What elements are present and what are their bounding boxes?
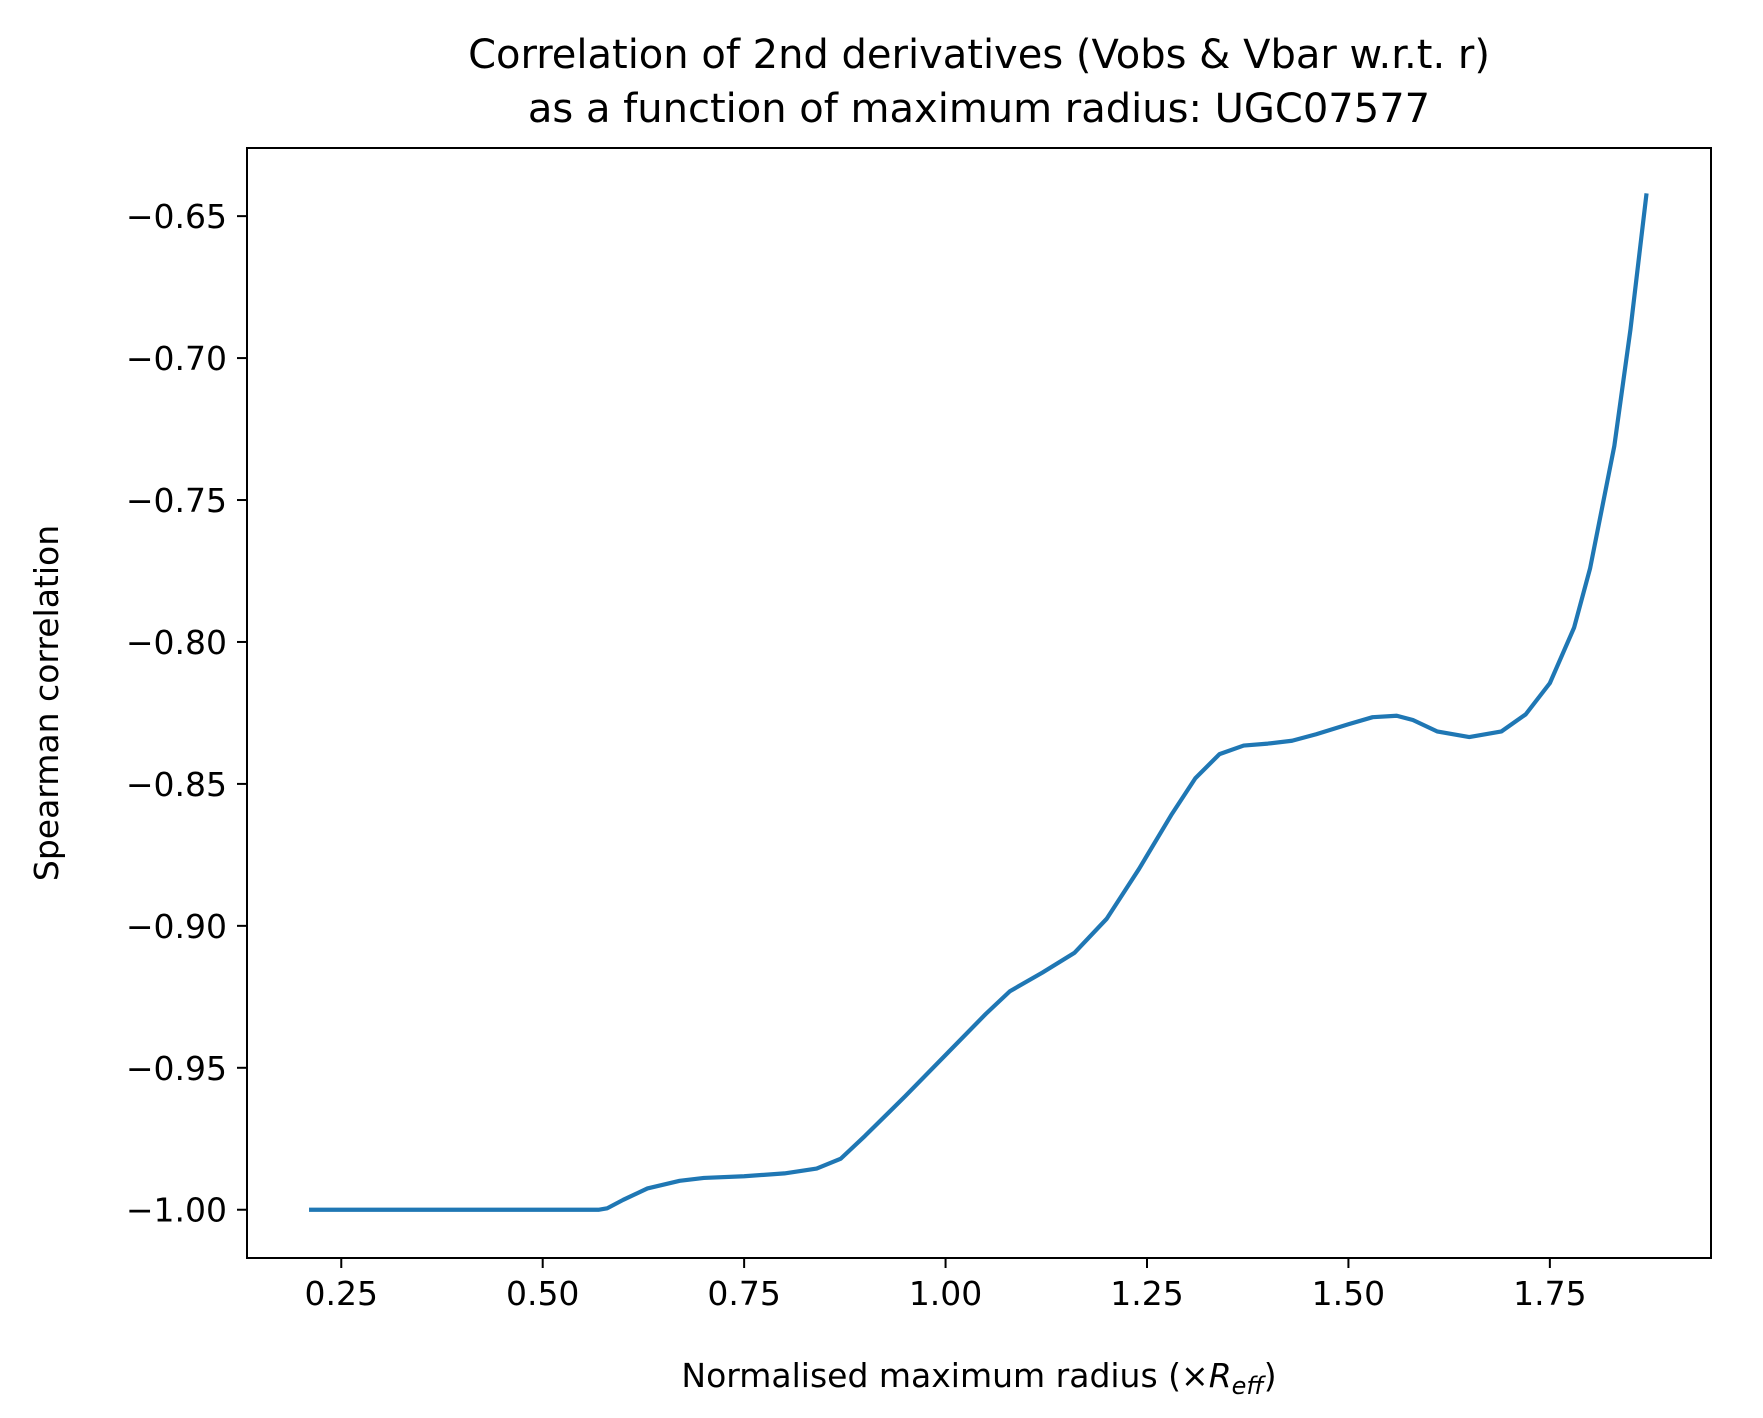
x-tick-label: 1.75 bbox=[1513, 1274, 1586, 1313]
y-tick-label: −1.00 bbox=[126, 1191, 227, 1230]
x-axis: 0.25 0.50 0.75 1.00 1.25 1.50 1.75 bbox=[305, 1258, 1587, 1313]
y-axis-label: Spearman correlation bbox=[27, 525, 66, 881]
series-line bbox=[309, 193, 1649, 1212]
y-tick-label: −0.75 bbox=[126, 481, 227, 520]
x-axis-label: Normalised maximum radius (×Reff) bbox=[681, 1356, 1276, 1400]
plot-area bbox=[246, 147, 1712, 1259]
x-tick-label: 1.50 bbox=[1312, 1274, 1385, 1313]
x-axis-label-subscript: eff bbox=[1232, 1372, 1267, 1400]
x-axis-label-main: Normalised maximum radius (× bbox=[681, 1356, 1208, 1395]
x-tick-label: 0.75 bbox=[707, 1274, 780, 1313]
x-tick-label: 1.00 bbox=[909, 1274, 982, 1313]
y-tick-label: −0.90 bbox=[126, 907, 227, 946]
y-tick-label: −0.95 bbox=[126, 1049, 227, 1088]
plot-frame bbox=[246, 147, 1712, 1259]
chart-title-line-1: Correlation of 2nd derivatives (Vobs & V… bbox=[468, 32, 1490, 78]
x-axis-label-symbol: R bbox=[1209, 1356, 1232, 1395]
y-tick-label: −0.70 bbox=[126, 339, 227, 378]
x-axis-label-close: ) bbox=[1264, 1356, 1277, 1395]
x-tick-label: 0.25 bbox=[305, 1274, 378, 1313]
y-tick-label: −0.80 bbox=[126, 623, 227, 662]
y-tick-label: −0.85 bbox=[126, 765, 227, 804]
x-tick-label: 0.50 bbox=[506, 1274, 579, 1313]
chart-title-line-2: as a function of maximum radius: UGC0757… bbox=[528, 86, 1430, 132]
x-tick-label: 1.25 bbox=[1110, 1274, 1183, 1313]
y-axis: −0.65 −0.70 −0.75 −0.80 −0.85 −0.90 −0.95 −1.00 bbox=[126, 197, 247, 1230]
y-tick-label: −0.65 bbox=[126, 197, 227, 236]
